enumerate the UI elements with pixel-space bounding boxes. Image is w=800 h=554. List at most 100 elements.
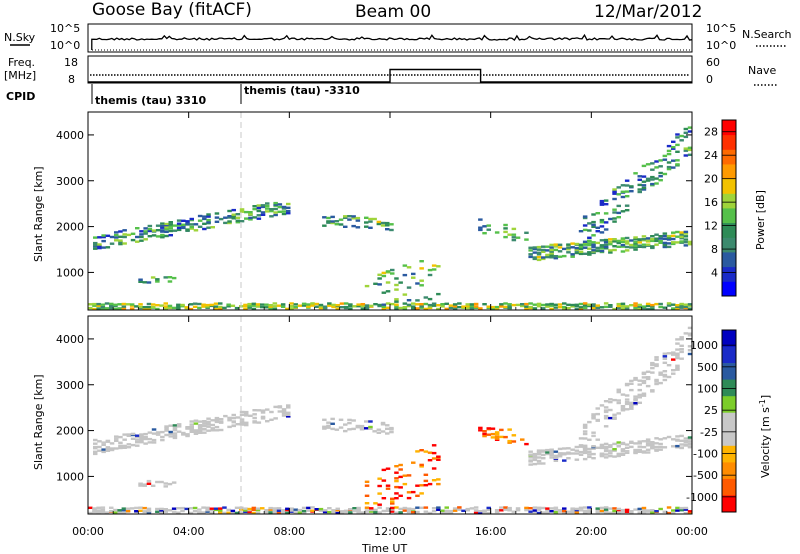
scatter-cell — [143, 435, 148, 439]
scatter-cell — [582, 430, 588, 433]
scatter-cell — [269, 208, 274, 211]
scatter-cell — [578, 306, 584, 309]
scatter-cell — [272, 507, 278, 510]
scatter-cell — [273, 213, 278, 217]
scatter-cell — [335, 511, 340, 515]
scatter-cell — [654, 239, 659, 243]
scatter-cell — [129, 507, 135, 510]
scatter-cell — [377, 303, 382, 307]
scatter-cell — [599, 509, 605, 513]
scatter-cell — [658, 371, 663, 374]
scatter-cell — [549, 510, 554, 513]
scatter-cell — [402, 264, 408, 267]
velocity-colorbar-segment — [722, 396, 736, 414]
scatter-cell — [620, 405, 626, 408]
scatter-cell — [603, 247, 609, 250]
scatter-cell — [578, 243, 584, 246]
scatter-cell — [185, 433, 190, 436]
scatter-cell — [608, 304, 613, 307]
scatter-cell — [286, 406, 291, 409]
freq-unit-label: [MHz] — [4, 69, 36, 82]
scatter-cell — [427, 451, 433, 454]
scatter-cell — [624, 245, 630, 249]
scatter-cell — [130, 238, 136, 242]
scatter-cell — [327, 304, 332, 307]
scatter-cell — [452, 307, 458, 310]
scatter-cell — [126, 433, 132, 436]
scatter-cell — [93, 244, 98, 247]
scatter-cell — [603, 212, 609, 215]
scatter-cell — [272, 511, 278, 514]
scatter-cell — [202, 217, 207, 221]
scatter-cell — [536, 506, 542, 509]
scatter-cell — [608, 444, 613, 447]
scatter-cell — [666, 161, 672, 164]
scatter-cell — [633, 244, 638, 248]
scatter-cell — [264, 306, 269, 309]
scatter-cell — [641, 175, 647, 178]
scatter-cell — [608, 445, 613, 449]
scatter-cell — [587, 510, 592, 514]
scatter-cell — [629, 239, 634, 242]
scatter-cell — [269, 209, 274, 213]
scatter-cell — [122, 444, 127, 448]
scatter-cell — [368, 226, 373, 229]
scatter-cell — [595, 241, 600, 245]
scatter-cell — [545, 451, 550, 454]
scatter-cell — [612, 238, 617, 241]
scatter-cell — [222, 506, 227, 509]
scatter-cell — [369, 507, 374, 510]
scatter-cell — [202, 424, 207, 427]
scatter-cell — [92, 509, 97, 512]
scatter-cell — [272, 307, 278, 311]
scatter-cell — [142, 307, 147, 310]
scatter-cell — [633, 304, 638, 307]
scatter-cell — [406, 491, 412, 494]
scatter-cell — [608, 511, 613, 514]
scatter-cell — [666, 144, 672, 148]
scatter-cell — [461, 305, 466, 308]
scatter-cell — [419, 260, 424, 263]
scatter-cell — [603, 410, 609, 414]
scatter-cell — [265, 204, 270, 208]
time-tick-label: 00:00 — [72, 525, 104, 538]
scatter-cell — [385, 484, 391, 487]
scatter-cell — [197, 431, 203, 434]
scatter-cell — [687, 332, 693, 335]
scatter-cell — [135, 438, 140, 441]
scatter-cell — [402, 306, 408, 309]
scatter-cell — [528, 305, 533, 309]
scatter-cell — [624, 401, 630, 404]
scatter-cell — [654, 380, 659, 383]
scatter-cell — [616, 306, 621, 310]
scatter-cell — [260, 211, 266, 214]
scatter-cell — [167, 482, 173, 486]
scatter-cell — [671, 234, 676, 237]
power-colorbar-segment — [722, 193, 736, 209]
scatter-cell — [675, 150, 680, 153]
scatter-cell — [143, 442, 148, 445]
scatter-cell — [176, 305, 181, 309]
scatter-cell — [355, 426, 361, 429]
scatter-cell — [671, 140, 676, 143]
scatter-cell — [687, 326, 693, 330]
scatter-cell — [251, 506, 257, 510]
scatter-cell — [490, 436, 496, 439]
scatter-cell — [160, 229, 165, 232]
scatter-cell — [122, 229, 127, 232]
scatter-cell — [155, 304, 160, 307]
scatter-cell — [515, 236, 521, 239]
scatter-cell — [679, 509, 684, 512]
scatter-cell — [185, 426, 190, 429]
scatter-cell — [193, 422, 199, 425]
scatter-cell — [654, 378, 659, 382]
scatter-cell — [436, 482, 441, 486]
scatter-cell — [155, 431, 161, 434]
beam-title: Beam 00 — [355, 2, 431, 22]
scatter-cell — [624, 508, 630, 512]
scatter-cell — [134, 510, 139, 513]
scatter-cell — [252, 207, 257, 211]
scatter-cell — [244, 414, 249, 417]
scatter-cell — [331, 305, 336, 309]
scatter-cell — [135, 434, 140, 437]
